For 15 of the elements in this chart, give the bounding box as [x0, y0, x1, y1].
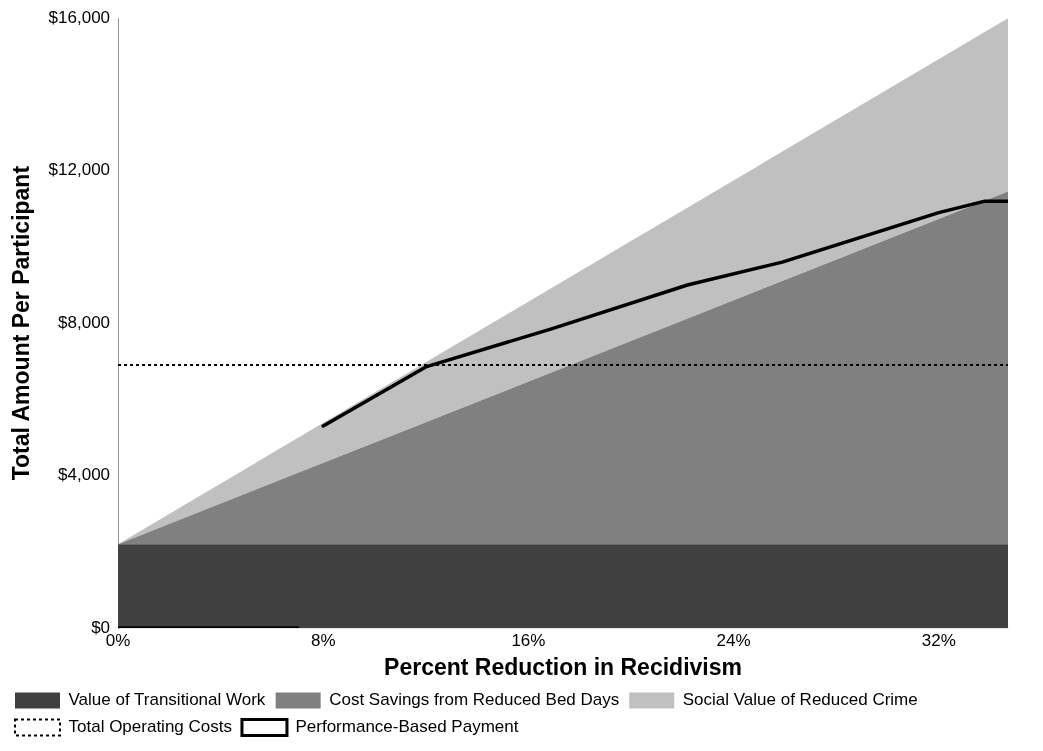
y-tick-label: $8,000	[58, 312, 111, 332]
x-tick-label: 24%	[716, 630, 751, 650]
y-tick-label: $12,000	[48, 160, 111, 180]
x-tick-label: 32%	[921, 630, 956, 650]
x-tick-label: 16%	[511, 630, 546, 650]
legend-label: Value of Transitional Work	[68, 690, 266, 710]
legend-label: Social Value of Reduced Crime	[682, 690, 918, 710]
legend-label: Performance-Based Payment	[295, 717, 519, 737]
y-tick-label: $4,000	[58, 465, 111, 485]
legend-label: Cost Savings from Reduced Bed Days	[329, 690, 620, 710]
x-axis-title: Percent Reduction in Recidivism	[384, 653, 742, 680]
x-tick-label: 8%	[310, 630, 336, 650]
legend-label: Total Operating Costs	[68, 717, 232, 737]
y-axis-title: Total Amount Per Participant	[8, 165, 35, 481]
y-tick-label: $16,000	[48, 7, 111, 27]
